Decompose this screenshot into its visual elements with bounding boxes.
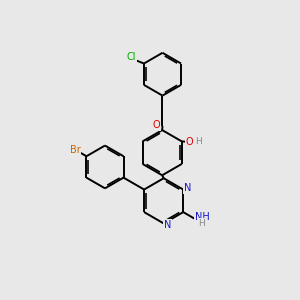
Text: H: H [199,219,205,228]
Text: O: O [185,137,193,147]
Text: O: O [152,120,160,130]
Text: H: H [195,137,202,146]
Text: NH: NH [195,212,209,223]
Text: Cl: Cl [126,52,136,62]
Text: N: N [164,220,172,230]
Text: Br: Br [70,145,80,155]
Text: N: N [184,183,191,193]
